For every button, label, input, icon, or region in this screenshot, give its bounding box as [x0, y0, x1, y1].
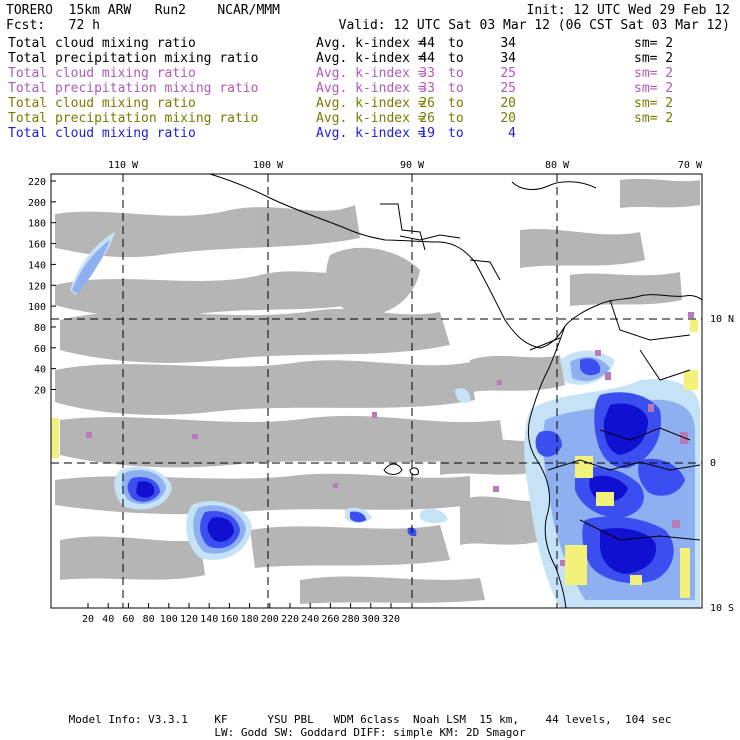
y-tick-label: 200	[28, 198, 46, 209]
x-tick-label: 180	[241, 614, 259, 625]
y-tick-label: 220	[28, 177, 46, 188]
legend-avg: Avg. k-index =	[316, 96, 426, 111]
legend-row: Total precipitation mixing ratio Avg. k-i…	[8, 111, 730, 126]
legend-lo: 25	[500, 66, 516, 81]
legend-sm: sm= 2	[634, 111, 674, 126]
header-line1-left: TORERO 15km ARW Run2 NCAR/MMM	[6, 3, 280, 18]
legend-row: Total precipitation mixing ratio Avg. k-i…	[8, 81, 730, 96]
legend-hi: 33	[419, 81, 435, 96]
legend-field: Total cloud mixing ratio	[8, 126, 196, 141]
legend-field: Total precipitation mixing ratio	[8, 51, 259, 66]
cloud-field-layer	[51, 174, 702, 608]
x-tick-label: 60	[122, 614, 134, 625]
lat-lon-grid	[51, 174, 702, 608]
legend-row: Total cloud mixing ratio Avg. k-index = 33…	[8, 66, 730, 81]
longitude-label: 100 W	[253, 160, 284, 171]
latitude-label: 0	[710, 458, 716, 469]
header-line2-left: Fcst: 72 h	[6, 18, 100, 33]
legend-to: to	[448, 111, 464, 126]
x-tick-label: 40	[102, 614, 114, 625]
x-tick-label: 140	[200, 614, 218, 625]
legend-hi: 33	[419, 66, 435, 81]
x-tick-label: 320	[382, 614, 400, 625]
legend-lo: 25	[500, 81, 516, 96]
legend-hi: 44	[419, 51, 435, 66]
longitude-label: 90 W	[400, 160, 425, 171]
x-tick-label: 280	[342, 614, 360, 625]
latitude-labels: 10 N 0 10 S	[710, 314, 734, 614]
legend-avg: Avg. k-index =	[316, 111, 426, 126]
x-tick-label: 300	[362, 614, 380, 625]
legend-avg: Avg. k-index =	[316, 51, 426, 66]
legend-avg: Avg. k-index =	[316, 81, 426, 96]
legend-lo: 20	[500, 111, 516, 126]
y-tick-label: 120	[28, 281, 46, 292]
x-tick-label: 240	[301, 614, 319, 625]
plot-frame	[50, 173, 703, 609]
x-axis: 20 40 60 80 100 120 140 160 180 200 220 240 260 280 30…	[82, 603, 400, 625]
legend-field: Total precipitation mixing ratio	[8, 111, 259, 126]
legend-row: Total cloud mixing ratio Avg. k-index = 19…	[8, 126, 730, 141]
y-tick-label: 160	[28, 240, 46, 251]
legend-row: Total cloud mixing ratio Avg. k-index = 26…	[8, 96, 730, 111]
y-tick-label: 40	[34, 365, 46, 376]
x-tick-label: 200	[261, 614, 279, 625]
coastline	[209, 174, 702, 608]
y-tick-label: 60	[34, 344, 46, 355]
legend-to: to	[448, 51, 464, 66]
longitude-labels: 110 W 100 W 90 W 80 W 70 W	[108, 160, 703, 171]
x-tick-label: 20	[82, 614, 94, 625]
legend-sm: sm= 2	[634, 36, 674, 51]
legend-to: to	[448, 66, 464, 81]
legend-row: Total precipitation mixing ratio Avg. k-i…	[8, 51, 730, 66]
y-tick-label: 140	[28, 260, 46, 271]
legend-field: Total cloud mixing ratio	[8, 36, 196, 51]
legend-lo: 4	[508, 126, 516, 141]
longitude-label: 70 W	[678, 160, 703, 171]
legend-field: Total cloud mixing ratio	[8, 96, 196, 111]
longitude-label: 110 W	[108, 160, 139, 171]
header-line1-right: Init: 12 UTC Wed 29 Feb 12	[526, 3, 731, 18]
y-tick-label: 180	[28, 219, 46, 230]
y-tick-label: 20	[34, 386, 46, 397]
legend-to: to	[448, 36, 464, 51]
legend-hi: 26	[419, 111, 435, 126]
legend-avg: Avg. k-index =	[316, 66, 426, 81]
y-axis: 220 200 180 160 140 120 100 80 60 40 20	[28, 177, 56, 397]
legend-field: Total cloud mixing ratio	[8, 66, 196, 81]
legend-hi: 19	[419, 126, 435, 141]
legend-row: Total cloud mixing ratio Avg. k-index = 44…	[8, 36, 730, 51]
legend-sm: sm= 2	[634, 51, 674, 66]
legend-to: to	[448, 81, 464, 96]
legend-hi: 26	[419, 96, 435, 111]
legend-lo: 34	[500, 51, 516, 66]
x-tick-label: 220	[281, 614, 299, 625]
longitude-label: 80 W	[545, 160, 570, 171]
header-line2-right: Valid: 12 UTC Sat 03 Mar 12 (06 CST Sat …	[338, 18, 730, 33]
legend-field: Total precipitation mixing ratio	[8, 81, 259, 96]
x-tick-label: 260	[321, 614, 339, 625]
legend-avg: Avg. k-index =	[316, 36, 426, 51]
x-tick-label: 80	[143, 614, 155, 625]
footer-line2: LW: Godd SW: Goddard DIFF: simple KM: 2D…	[214, 726, 526, 739]
latitude-label: 10 N	[710, 314, 734, 325]
legend-sm: sm= 2	[634, 81, 674, 96]
yellow-cloud-field	[51, 320, 698, 598]
y-tick-label: 100	[28, 302, 46, 313]
legend-hi: 44	[419, 36, 435, 51]
legend-lo: 20	[500, 96, 516, 111]
y-tick-label: 80	[34, 323, 46, 334]
legend-sm: sm= 2	[634, 96, 674, 111]
x-tick-label: 160	[220, 614, 238, 625]
legend-lo: 34	[500, 36, 516, 51]
legend-avg: Avg. k-index =	[316, 126, 426, 141]
legend-to: to	[448, 126, 464, 141]
latitude-label: 10 S	[710, 603, 734, 614]
legend-to: to	[448, 96, 464, 111]
x-tick-label: 120	[180, 614, 198, 625]
x-tick-label: 100	[160, 614, 178, 625]
footer-line1: Model Info: V3.3.1 KF YSU PBL WDM 6class…	[68, 713, 672, 726]
legend-sm: sm= 2	[634, 66, 674, 81]
